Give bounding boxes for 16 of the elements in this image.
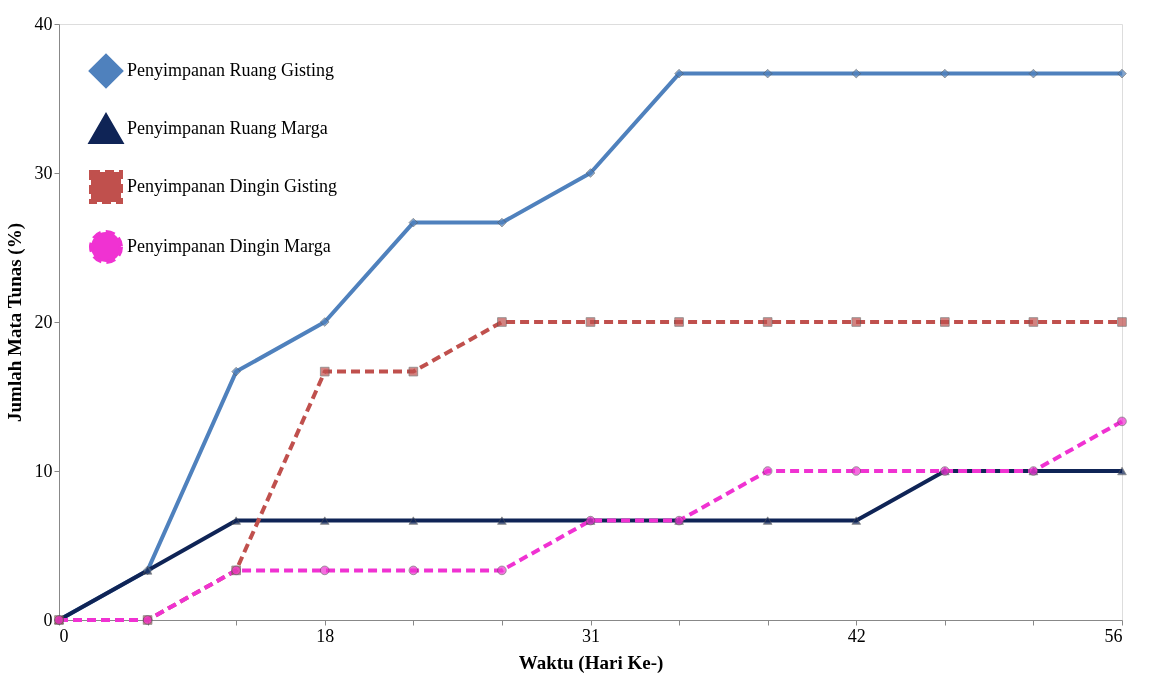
- legend-label: Penyimpanan Dingin Gisting: [127, 176, 337, 196]
- x-tick-label: 56: [1104, 625, 1123, 646]
- x-tick-label: 31: [582, 625, 600, 646]
- x-tick-label: 0: [59, 625, 69, 646]
- y-axis-title: Jumlah Mata Tunas (%): [3, 222, 26, 423]
- y-tick-label: 10: [34, 460, 53, 481]
- y-tick-label: 40: [34, 13, 53, 34]
- y-tick-label: 20: [34, 311, 53, 332]
- legend-label: Penyimpanan Ruang Marga: [127, 118, 328, 138]
- y-tick-label: 30: [34, 162, 53, 183]
- x-tick-label: 18: [316, 625, 335, 646]
- legend-label: Penyimpanan Dingin Marga: [127, 236, 331, 256]
- x-axis-title: Waktu (Hari Ke-): [518, 651, 664, 674]
- legend-label: Penyimpanan Ruang Gisting: [127, 60, 334, 80]
- x-tick-label: 42: [847, 625, 866, 646]
- y-tick-label: 0: [43, 609, 53, 630]
